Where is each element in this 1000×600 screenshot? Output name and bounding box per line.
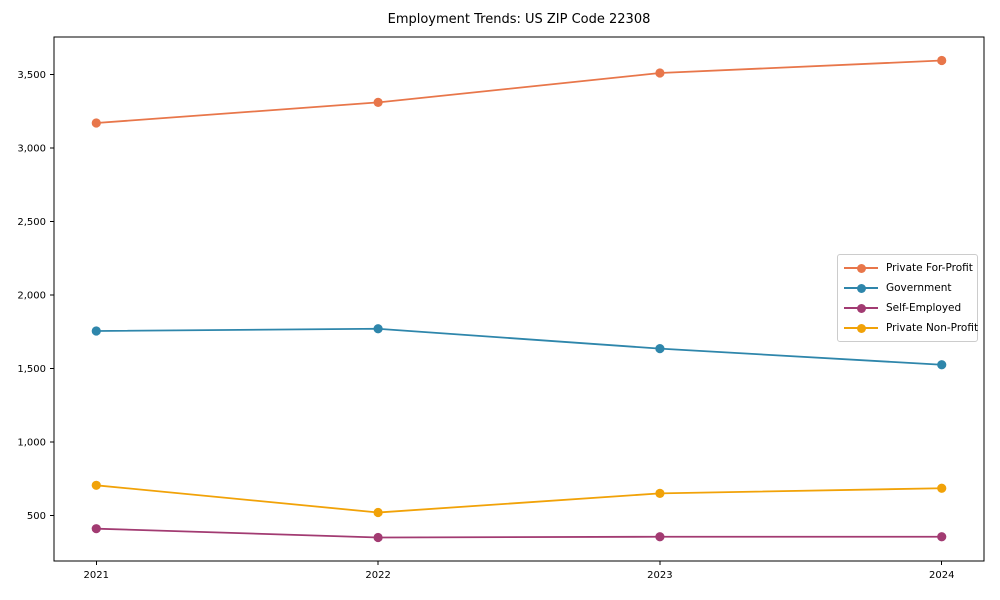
x-tick-label: 2023 (647, 570, 672, 581)
legend-item-private-for-profit: Private For-Profit (844, 258, 973, 278)
data-point-private-non-profit (655, 488, 665, 498)
chart-title: Employment Trends: US ZIP Code 22308 (387, 12, 651, 27)
legend-item-private-non-profit: Private Non-Profit (844, 318, 978, 338)
x-tick-label: 2022 (365, 570, 390, 581)
legend-label: Private Non-Profit (886, 322, 979, 334)
y-tick-label: 2,000 (17, 290, 46, 301)
legend: Private For-Profit Government Self-Emplo… (837, 254, 978, 342)
y-tick-label: 1,000 (17, 437, 46, 448)
series-line-private-for-profit (96, 59, 942, 124)
data-point-private-non-profit (373, 507, 383, 518)
data-point-private-for-profit (373, 97, 383, 108)
data-point-government (655, 344, 665, 354)
x-tick-label: 2021 (84, 570, 109, 581)
axes-frame (53, 36, 985, 562)
data-point-private-for-profit (937, 55, 947, 66)
series-line-government (96, 327, 942, 366)
data-point-private-for-profit (91, 118, 101, 128)
series-line-private-non-profit (96, 484, 942, 514)
legend-marker-icon (844, 303, 878, 313)
data-point-self-employed (655, 532, 665, 542)
legend-marker-icon (844, 283, 878, 293)
legend-item-self-employed: Self-Employed (844, 298, 971, 318)
data-point-self-employed (91, 524, 101, 534)
data-point-private-non-profit (937, 483, 947, 493)
data-point-self-employed (373, 532, 383, 543)
data-point-government (91, 326, 101, 336)
y-tick-label: 1,500 (17, 364, 46, 375)
y-tick-label: 2,500 (17, 217, 46, 228)
legend-marker-icon (844, 263, 878, 273)
data-point-government (937, 360, 947, 370)
legend-label: Private For-Profit (886, 262, 973, 274)
series-line-self-employed (96, 527, 942, 539)
y-tick-label: 500 (27, 511, 46, 522)
data-point-self-employed (937, 532, 947, 542)
legend-label: Government (886, 282, 952, 294)
data-point-private-for-profit (655, 68, 665, 78)
x-tick-label: 2024 (929, 570, 954, 581)
legend-label: Self-Employed (886, 302, 962, 314)
legend-item-government: Government (844, 278, 971, 298)
legend-marker-icon (844, 323, 878, 333)
data-point-government (373, 324, 383, 334)
y-tick-label: 3,000 (17, 143, 46, 154)
data-point-private-non-profit (91, 480, 101, 490)
y-tick-label: 3,500 (17, 70, 46, 81)
